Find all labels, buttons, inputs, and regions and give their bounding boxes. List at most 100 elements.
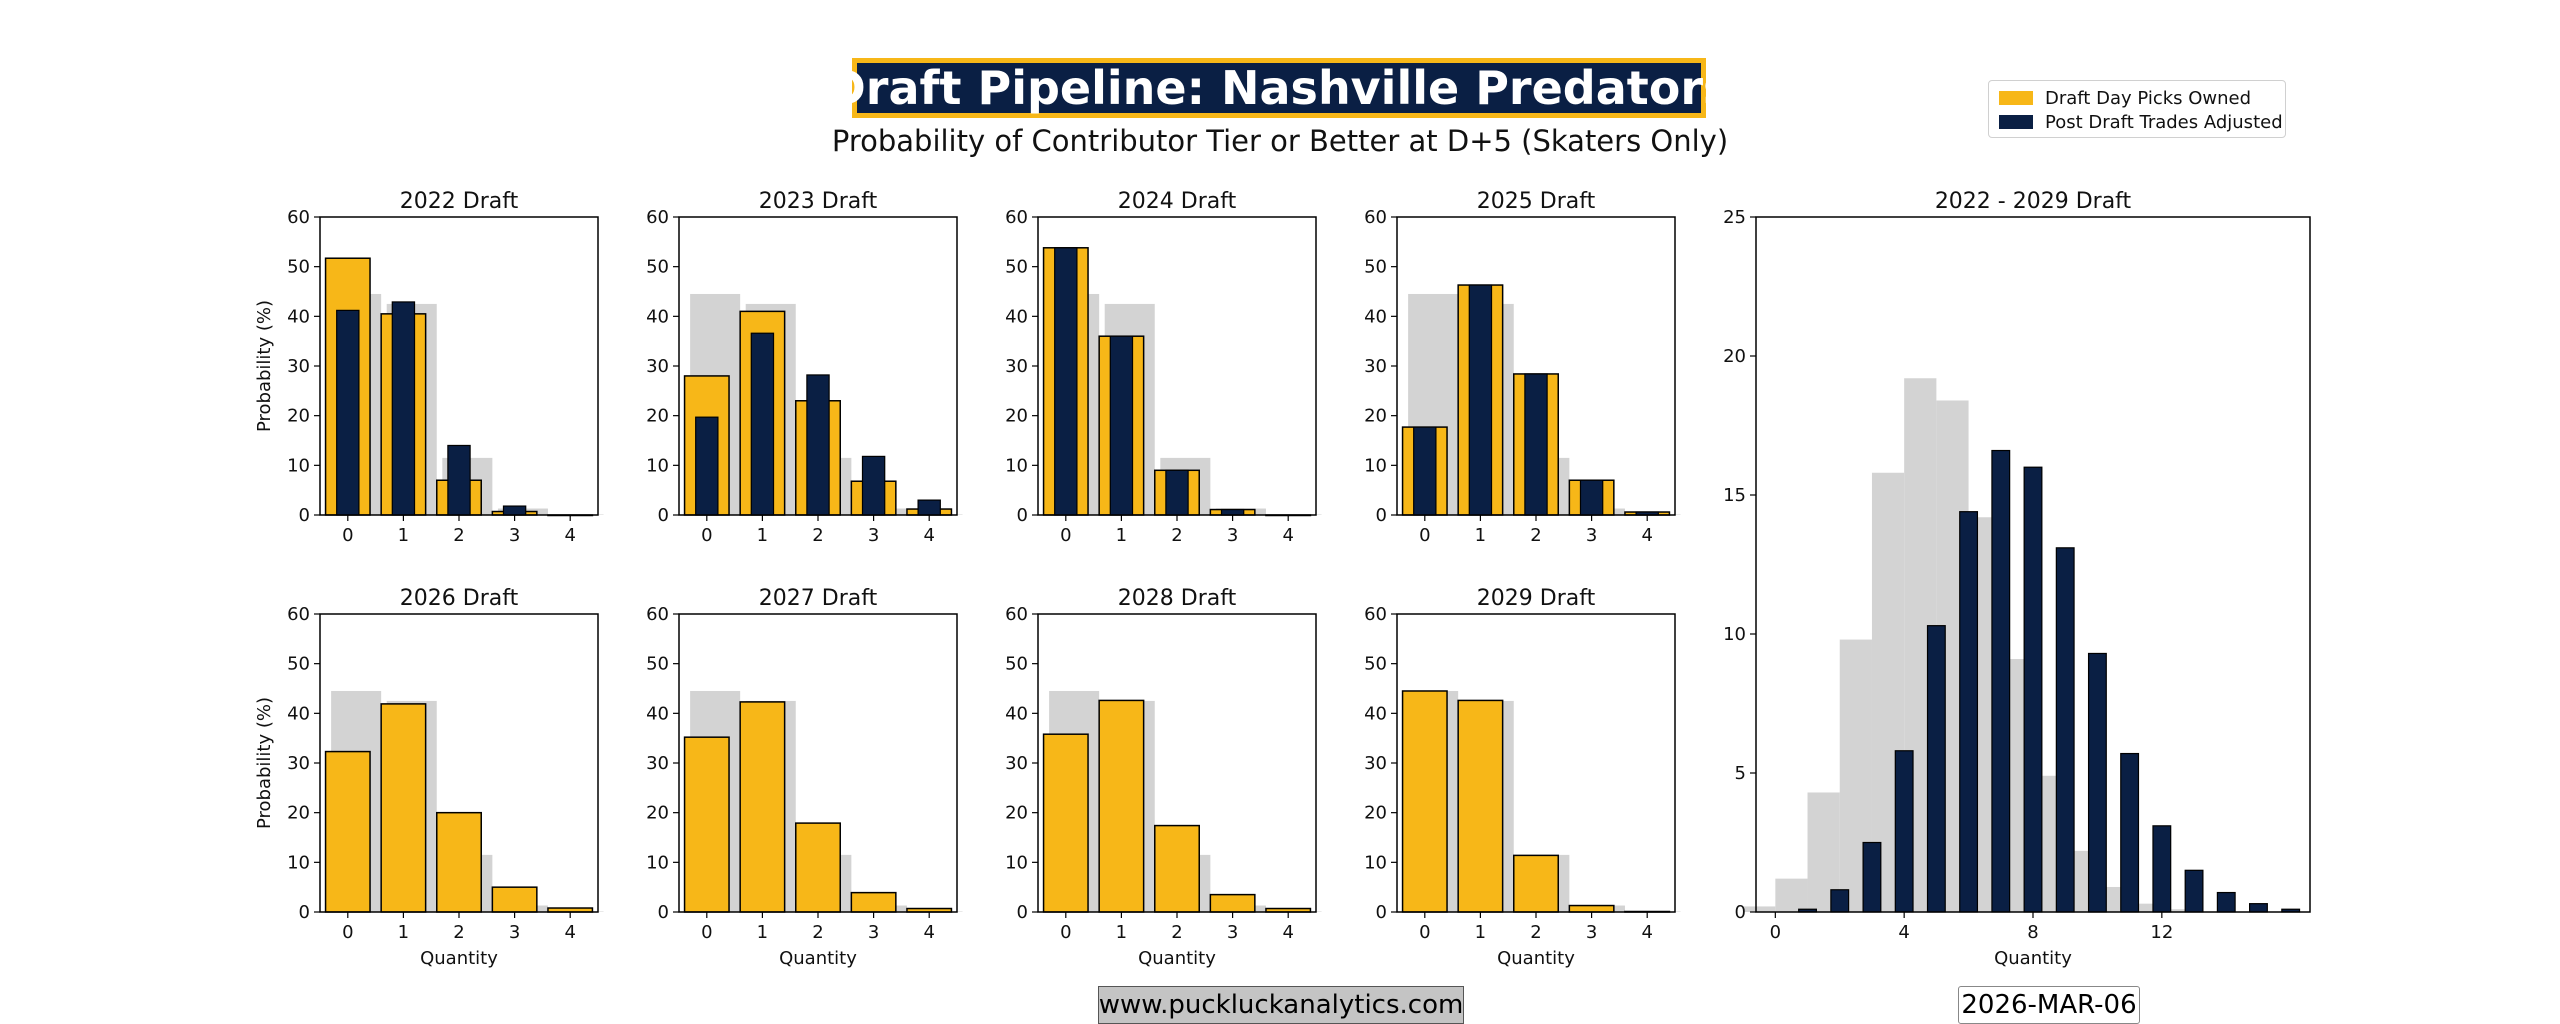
chart-3-ytick-label-0: 0 bbox=[1376, 505, 1387, 526]
chart-1-title: 2023 Draft bbox=[759, 189, 878, 214]
chart-3-adjusted-bar-2 bbox=[1524, 373, 1548, 516]
chart-2-adjusted-bar-1 bbox=[1109, 335, 1134, 516]
chart-0-adjusted-bar-3 bbox=[502, 505, 527, 516]
chart-2-adjusted-bar-2 bbox=[1165, 469, 1189, 516]
chart-6-owned-bar-1 bbox=[1098, 699, 1145, 913]
chart-5-ytick-label-6: 60 bbox=[646, 604, 669, 625]
chart-3-xtick-label-2: 2 bbox=[1530, 525, 1541, 546]
chart-6-title: 2028 Draft bbox=[1118, 586, 1237, 611]
chart-title: Draft Pipeline: Nashville Predators bbox=[828, 58, 1730, 118]
chart-5-xtick-label-0: 0 bbox=[701, 922, 712, 943]
chart-7-xlabel: Quantity bbox=[1497, 948, 1575, 969]
chart-6-ytick-label-1: 10 bbox=[1005, 852, 1028, 873]
chart-8-xtick-label-1: 4 bbox=[1898, 922, 1909, 943]
chart-5-xtick-label-4: 4 bbox=[923, 922, 934, 943]
chart-8-adjusted-bar-11 bbox=[2120, 752, 2140, 913]
chart-7-owned-bar-0 bbox=[1401, 690, 1448, 913]
chart-5-ytick-label-2: 20 bbox=[646, 803, 669, 824]
chart-6-ytick-label-5: 50 bbox=[1005, 654, 1028, 675]
chart-1-ytick-label-0: 0 bbox=[658, 505, 669, 526]
chart-1-ytick-label-4: 40 bbox=[646, 306, 669, 327]
legend-item-adjusted: Post Draft Trades Adjusted bbox=[1999, 111, 2283, 133]
chart-4-ytick-label-5: 50 bbox=[287, 654, 310, 675]
chart-5-title: 2027 Draft bbox=[759, 586, 878, 611]
chart-0-adjusted-bar-1 bbox=[391, 301, 416, 516]
chart-4-ytick-label-4: 40 bbox=[287, 703, 310, 724]
chart-1-xtick-label-3: 3 bbox=[868, 525, 879, 546]
chart-1-xtick-label-2: 2 bbox=[812, 525, 823, 546]
chart-4-owned-bar-1 bbox=[380, 703, 427, 913]
chart-5-xlabel: Quantity bbox=[779, 948, 857, 969]
chart-6-xtick-label-0: 0 bbox=[1060, 922, 1071, 943]
chart-8-xtick-label-0: 0 bbox=[1770, 922, 1781, 943]
chart-8-league-bar-1 bbox=[1775, 878, 1808, 912]
chart-6-xlabel: Quantity bbox=[1138, 948, 1216, 969]
chart-8-adjusted-bar-8 bbox=[2023, 466, 2043, 913]
chart-3-adjusted-bar-1 bbox=[1468, 284, 1493, 516]
chart-5-xtick-label-2: 2 bbox=[812, 922, 823, 943]
chart-0-xtick-label-2: 2 bbox=[453, 525, 464, 546]
chart-5-ytick-label-4: 40 bbox=[646, 703, 669, 724]
chart-5-xtick-label-1: 1 bbox=[757, 922, 768, 943]
chart-2-ytick-label-4: 40 bbox=[1005, 306, 1028, 327]
chart-8-xlabel: Quantity bbox=[1994, 948, 2072, 969]
chart-0-ytick-label-5: 50 bbox=[287, 257, 310, 278]
chart-6-owned-bar-3 bbox=[1209, 893, 1256, 913]
chart-7-title: 2029 Draft bbox=[1477, 586, 1596, 611]
chart-5-owned-bar-2 bbox=[795, 822, 841, 913]
chart-2-xtick-label-3: 3 bbox=[1227, 525, 1238, 546]
chart-0-xtick-label-4: 4 bbox=[564, 525, 575, 546]
chart-1-xtick-label-4: 4 bbox=[923, 525, 934, 546]
chart-3-adjusted-bar-3 bbox=[1579, 479, 1604, 516]
chart-7-ytick-label-4: 40 bbox=[1364, 703, 1387, 724]
chart-2-xtick-label-1: 1 bbox=[1116, 525, 1127, 546]
chart-0-ylabel: Probability (%) bbox=[254, 300, 275, 432]
chart-2-adjusted-bar-3 bbox=[1220, 508, 1245, 516]
chart-2-ytick-label-3: 30 bbox=[1005, 356, 1028, 377]
chart-1-adjusted-bar-4 bbox=[917, 499, 941, 516]
chart-8-xtick-label-3: 12 bbox=[2150, 922, 2173, 943]
chart-6-owned-bar-0 bbox=[1042, 733, 1089, 913]
chart-5-ytick-label-1: 10 bbox=[646, 852, 669, 873]
chart-8-adjusted-bar-7 bbox=[1991, 449, 2011, 913]
chart-5-owned-bar-0 bbox=[683, 736, 730, 913]
chart-6-ytick-label-3: 30 bbox=[1005, 753, 1028, 774]
chart-2-title: 2024 Draft bbox=[1118, 189, 1237, 214]
chart-6-ytick-label-4: 40 bbox=[1005, 703, 1028, 724]
chart-6-ytick-label-6: 60 bbox=[1005, 604, 1028, 625]
chart-6-ytick-label-0: 0 bbox=[1017, 902, 1028, 923]
chart-5-ytick-label-0: 0 bbox=[658, 902, 669, 923]
chart-1-ytick-label-3: 30 bbox=[646, 356, 669, 377]
chart-6-xtick-label-2: 2 bbox=[1171, 922, 1182, 943]
chart-7-xtick-label-2: 2 bbox=[1530, 922, 1541, 943]
chart-subtitle: Probability of Contributor Tier or Bette… bbox=[831, 124, 1729, 158]
chart-4-ytick-label-3: 30 bbox=[287, 753, 310, 774]
chart-1-adjusted-bar-3 bbox=[861, 455, 886, 516]
chart-0-xtick-label-3: 3 bbox=[509, 525, 520, 546]
website-label: www.puckluckanalytics.com bbox=[1098, 986, 1464, 1024]
chart-3-title: 2025 Draft bbox=[1477, 189, 1596, 214]
chart-3-xtick-label-3: 3 bbox=[1586, 525, 1597, 546]
chart-0-ytick-label-4: 40 bbox=[287, 306, 310, 327]
chart-7-xtick-label-3: 3 bbox=[1586, 922, 1597, 943]
chart-3-xtick-label-4: 4 bbox=[1641, 525, 1652, 546]
chart-4-xtick-label-3: 3 bbox=[509, 922, 520, 943]
chart-3-ytick-label-3: 30 bbox=[1364, 356, 1387, 377]
chart-0-adjusted-bar-2 bbox=[447, 444, 471, 516]
chart-4-xtick-label-4: 4 bbox=[564, 922, 575, 943]
chart-4-ylabel: Probability (%) bbox=[254, 697, 275, 829]
legend-swatch-owned bbox=[1999, 91, 2033, 105]
chart-8-adjusted-bar-5 bbox=[1926, 625, 1946, 913]
chart-2-xtick-label-0: 0 bbox=[1060, 525, 1071, 546]
chart-7-owned-bar-3 bbox=[1568, 904, 1615, 913]
chart-7-xtick-label-0: 0 bbox=[1419, 922, 1430, 943]
chart-8-title: 2022 - 2029 Draft bbox=[1935, 189, 2132, 214]
chart-2-ytick-label-2: 20 bbox=[1005, 406, 1028, 427]
chart-4-ytick-label-1: 10 bbox=[287, 852, 310, 873]
chart-4-ytick-label-6: 60 bbox=[287, 604, 310, 625]
chart-8-adjusted-bar-6 bbox=[1959, 511, 1979, 913]
chart-8-adjusted-bar-2 bbox=[1830, 889, 1850, 913]
chart-7-ytick-label-3: 30 bbox=[1364, 753, 1387, 774]
legend: Draft Day Picks Owned Post Draft Trades … bbox=[1988, 80, 2286, 138]
